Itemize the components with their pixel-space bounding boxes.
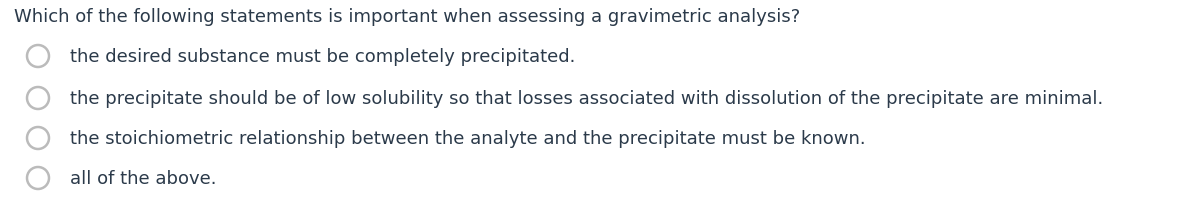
- Text: the precipitate should be of low solubility so that losses associated with disso: the precipitate should be of low solubil…: [70, 90, 1103, 108]
- Text: Which of the following statements is important when assessing a gravimetric anal: Which of the following statements is imp…: [14, 8, 800, 26]
- Text: the desired substance must be completely precipitated.: the desired substance must be completely…: [70, 48, 575, 66]
- Text: the stoichiometric relationship between the analyte and the precipitate must be : the stoichiometric relationship between …: [70, 130, 865, 148]
- Text: all of the above.: all of the above.: [70, 170, 216, 188]
